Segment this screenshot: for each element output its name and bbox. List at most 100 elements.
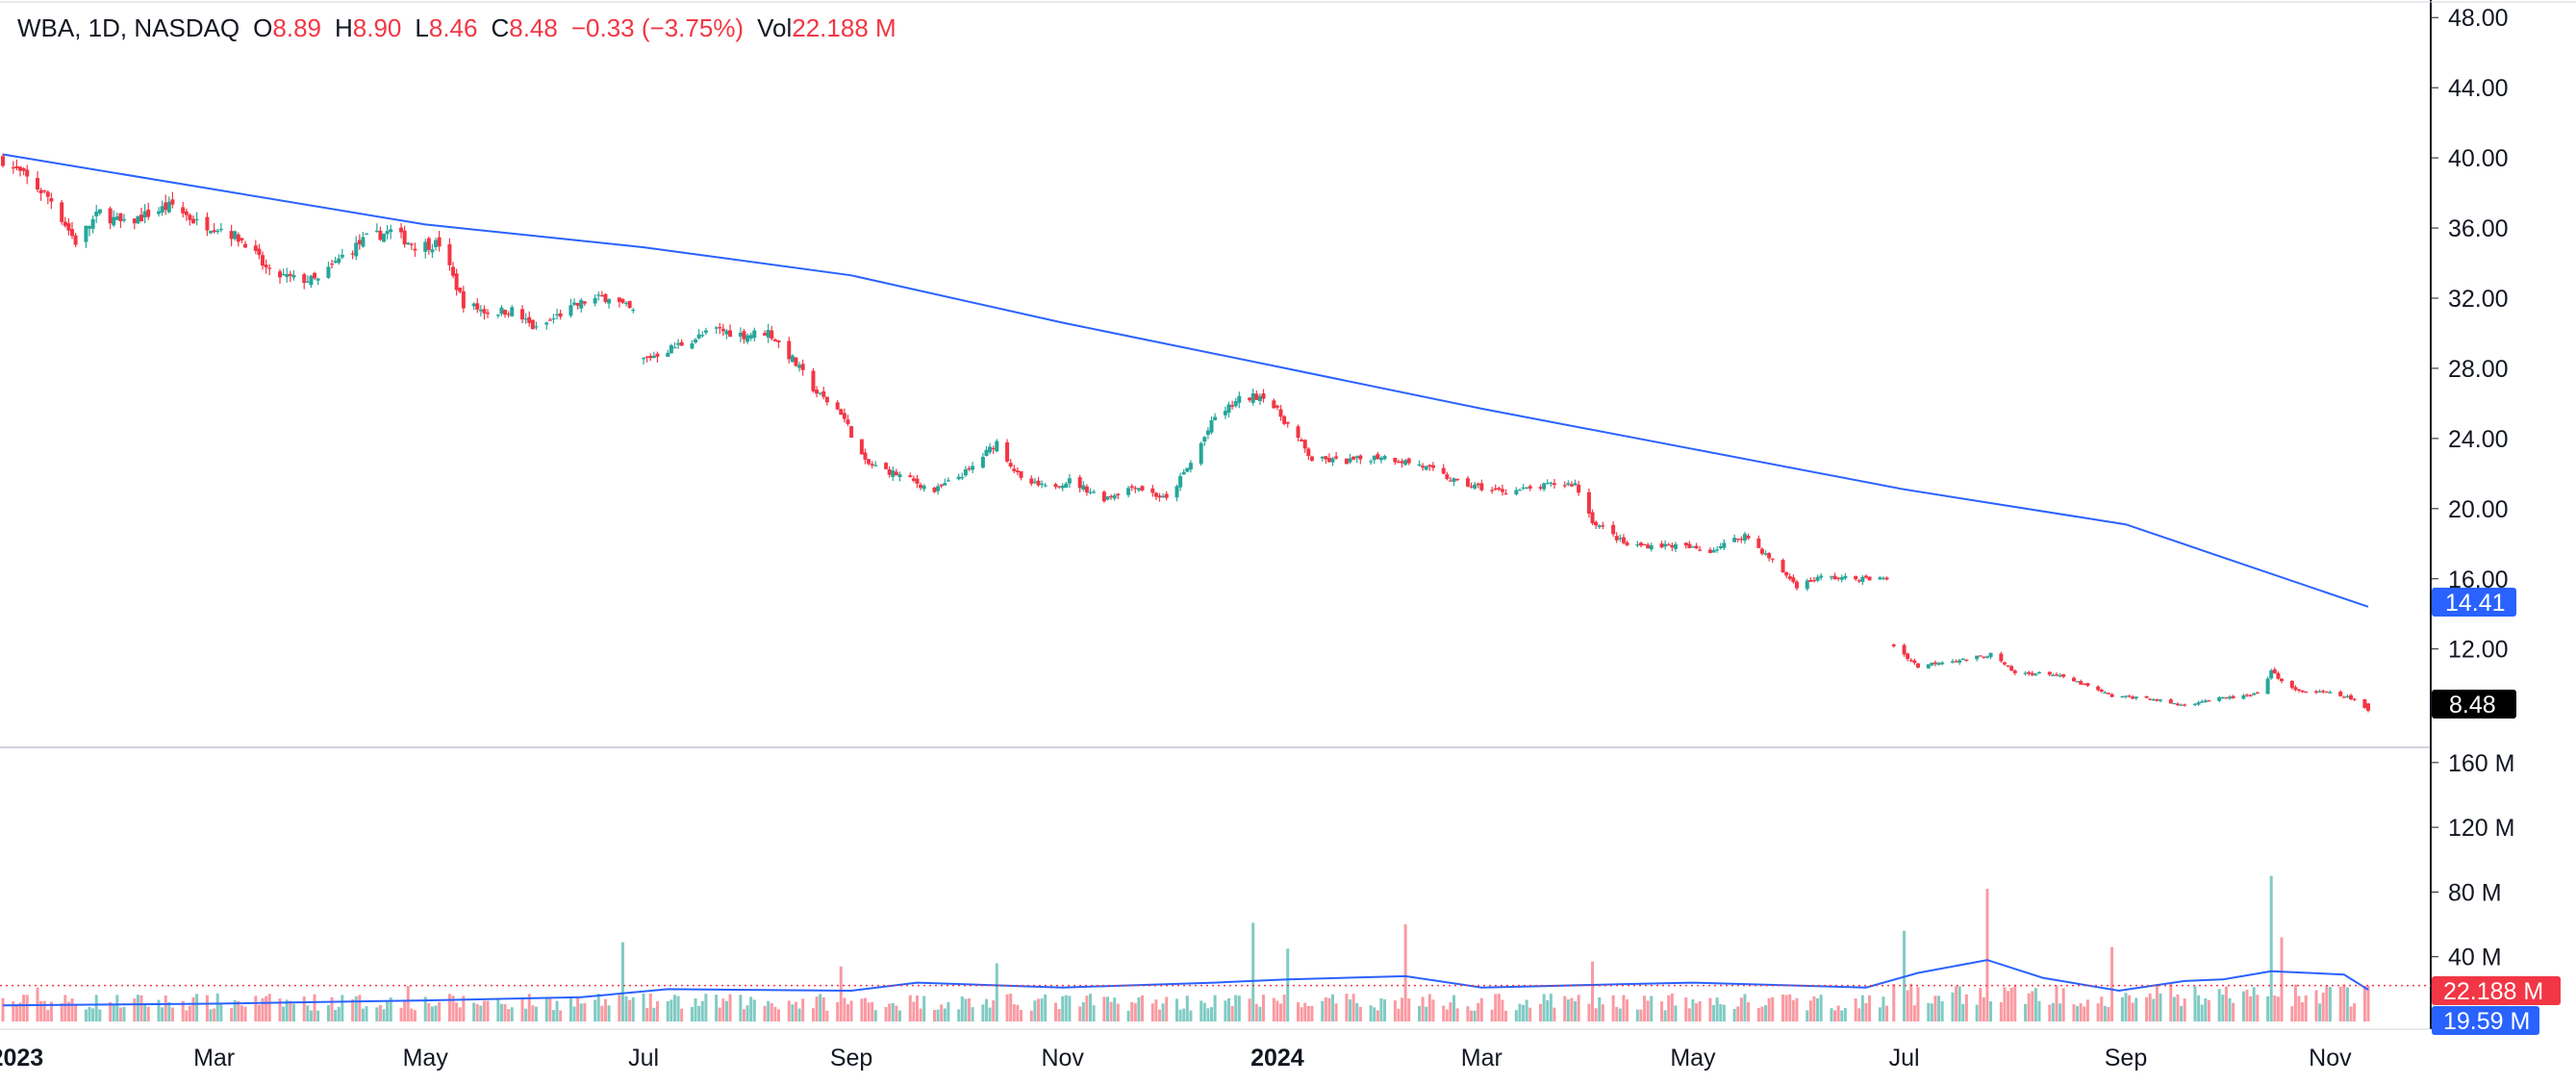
candle-body [1562, 485, 1567, 487]
volume-bar [1189, 1010, 1193, 1021]
volume-bar [672, 995, 676, 1021]
high-value: 8.90 [352, 13, 402, 42]
volume-bar [215, 993, 219, 1021]
time-tick-label: Sep [830, 1045, 872, 1071]
candle-body [728, 330, 733, 338]
volume-bar [1452, 995, 1456, 1021]
candle-body [2058, 675, 2062, 677]
volume-bar [603, 998, 607, 1021]
volume-bar [1566, 998, 1570, 1021]
candle-body [1618, 538, 1623, 540]
candle-body [863, 452, 868, 460]
volume-bar [306, 1005, 310, 1021]
volume-bar [1427, 994, 1431, 1021]
volume-bar [2280, 937, 2284, 1021]
symbol-label[interactable]: WBA, 1D, NASDAQ [17, 13, 240, 42]
candle-body [503, 310, 508, 315]
volume-bar [1016, 1004, 1020, 1021]
candle-body [835, 402, 840, 410]
volume-bar [1224, 1000, 1227, 1021]
volume-bar [600, 1005, 604, 1021]
candle-body [772, 339, 777, 341]
volume-bar [1830, 1008, 1833, 1021]
volume-bar [70, 998, 74, 1021]
volume-bar [389, 996, 392, 1021]
volume-bar [1248, 998, 1251, 1021]
volume-bar [1258, 1006, 1262, 1021]
volume-bar [88, 1006, 91, 1021]
candle-body [1698, 549, 1703, 551]
candle-body [1452, 478, 1456, 482]
candle-body [2348, 694, 2353, 700]
candle-body [1209, 420, 1214, 433]
volume-bar [555, 1000, 559, 1021]
candle-body [357, 239, 362, 245]
volume-bar [365, 1006, 368, 1021]
candle-body [1763, 553, 1768, 555]
candle-body [742, 331, 746, 340]
volume-bar [1206, 1008, 1210, 1021]
volume-bar [791, 1004, 795, 1021]
volume-bar [1646, 1000, 1650, 1021]
volume-bar [2342, 984, 2346, 1021]
candle-body [1465, 478, 1470, 487]
volume-bar [1029, 1010, 1033, 1021]
volume-bar [1864, 1002, 1868, 1021]
candle-body [694, 339, 698, 342]
price-tick-label: 40.00 [2448, 145, 2509, 172]
volume-bar [1881, 996, 1885, 1021]
volume-value: 22.188 M [792, 13, 897, 42]
volume-bar [655, 1001, 659, 1021]
candle-body [1105, 496, 1110, 500]
candle-body [1525, 487, 1529, 489]
price-axis[interactable]: 48.00 44.00 40.00 36.00 32.00 28.00 24.00 20.00… [2431, 5, 2509, 664]
candle-body [794, 357, 798, 366]
candle-body [690, 342, 695, 349]
candle-body [302, 274, 307, 284]
candle-body [1860, 576, 1865, 582]
candle-body [181, 207, 186, 214]
volume-bar [1369, 1005, 1373, 1021]
volume-bar [1549, 994, 1553, 1021]
candle-body [1984, 656, 1989, 658]
candle-body [340, 254, 344, 258]
candle-body [1732, 538, 1737, 542]
volume-bar [995, 963, 998, 1021]
volume-bar [341, 995, 344, 1021]
volume-bar [2148, 993, 2152, 1021]
candle-body [2144, 695, 2149, 698]
candle-body [859, 439, 864, 455]
volume-bar [1961, 1003, 1965, 1021]
volume-bar [1351, 994, 1355, 1021]
volume-bar [873, 1010, 877, 1021]
candle-body [233, 231, 238, 239]
candle-body [700, 335, 705, 337]
volume-bar [1909, 983, 1913, 1021]
volume-bar [984, 998, 988, 1021]
volume-bar [2304, 995, 2308, 1021]
volume-axis[interactable]: 160 M 120 M 80 M 40 M [2431, 750, 2514, 971]
volume-bar [1431, 999, 1435, 1021]
volume-bar [1878, 1007, 1881, 1021]
volume-bar [1088, 994, 1092, 1021]
candle-body [1348, 458, 1352, 463]
candle-body [558, 313, 563, 317]
candle-body [911, 478, 916, 481]
candle-body [114, 216, 119, 220]
volume-bar [479, 1005, 483, 1021]
volume-bar [2338, 986, 2342, 1021]
time-tick-label: 2024 [1250, 1045, 1304, 1071]
candle-body [88, 226, 92, 229]
candle-body [25, 169, 30, 177]
candle-body [1739, 539, 1744, 541]
volume-bar [819, 994, 822, 1021]
candle-body [575, 303, 580, 306]
candle-body [1569, 484, 1574, 487]
time-axis[interactable]: 2023 Mar May Jul Sep Nov 2024 Mar May Jul Sep Nov [0, 1045, 2352, 1071]
volume-bar [1591, 961, 1595, 1021]
candle-body [60, 202, 64, 222]
candle-body [1185, 467, 1190, 472]
candle-body [1036, 480, 1041, 486]
candle-body [1174, 486, 1179, 498]
